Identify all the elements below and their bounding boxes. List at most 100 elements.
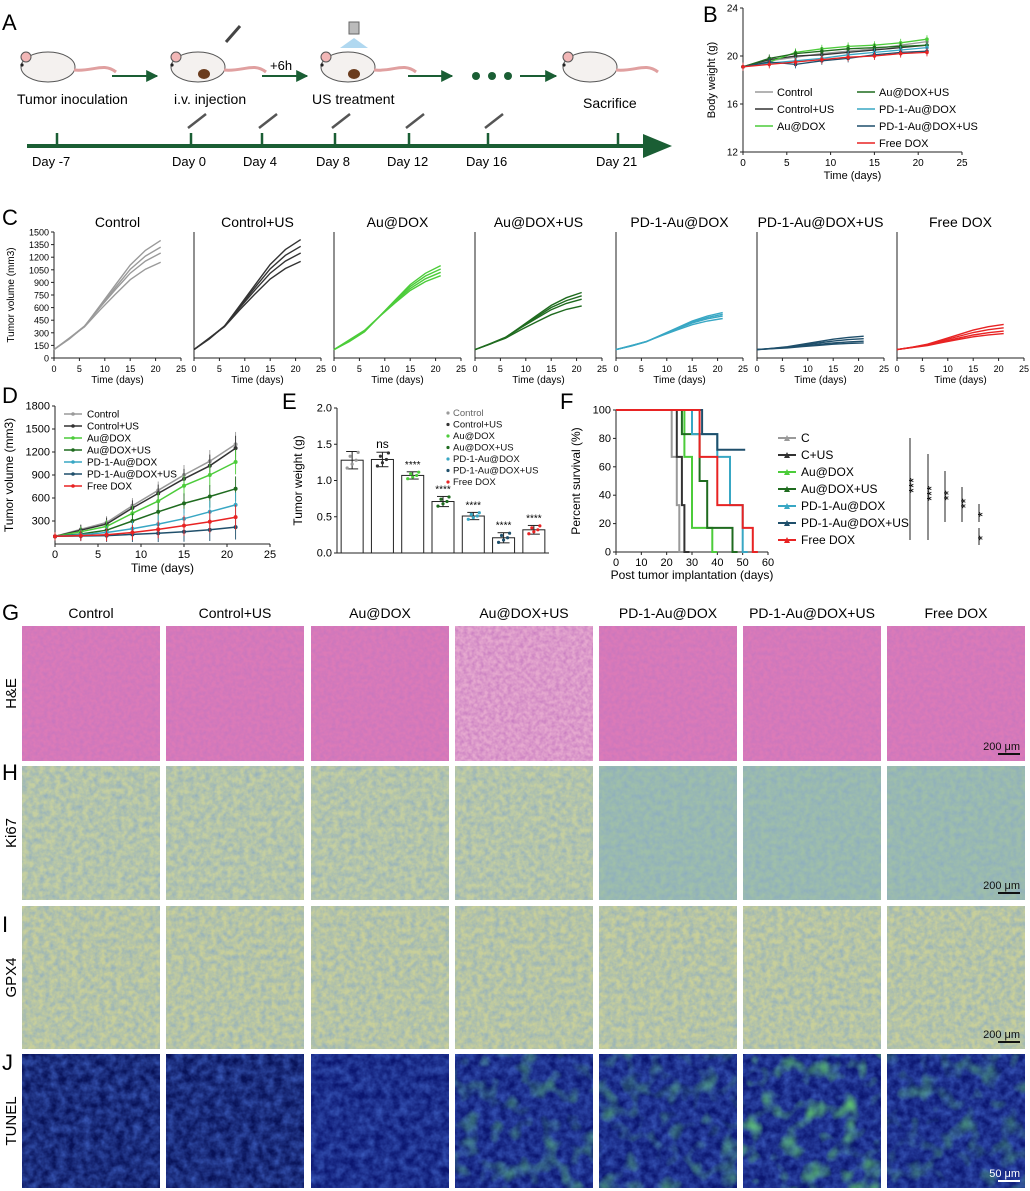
bar-4 [461,515,485,554]
panel-letter-b: B [703,2,718,27]
micrograph-he-6 [887,626,1025,761]
x-axis-label: Time (days) [231,375,283,386]
x-tick-label: 15 [178,549,190,561]
x-tick-label: 30 [686,557,698,569]
x-tick-label: 5 [639,364,644,374]
x-tick-label: 0 [472,364,477,374]
significance-label: ns [376,437,389,451]
mouse-icon-3 [320,21,417,83]
x-axis-label: Time (days) [824,170,882,182]
data-point [846,55,850,59]
x-tick-label: 20 [713,364,723,374]
x-tick-label: 50 [737,557,749,569]
legend-label: Au@DOX [453,431,496,442]
y-tick-label: 900 [34,278,49,288]
ellipsis-dots [472,72,512,80]
significance-label: * [975,535,990,540]
data-dot [380,461,385,465]
legend-label: Au@DOX+US [453,443,514,454]
x-tick-label: 20 [572,364,582,374]
x-tick-label: 5 [357,364,362,374]
series-line-2 [54,461,236,538]
x-tick-label: 10 [662,364,672,374]
legend-label: PD-1-Au@DOX+US [801,516,909,530]
micrograph-ki67-1 [166,766,304,900]
x-tick-label: 10 [521,364,531,374]
data-point [130,530,135,535]
bar-1 [370,458,394,554]
data-point [872,54,877,58]
micrograph-gpx4-4 [599,906,737,1049]
subplot-title: Free DOX [929,214,993,230]
legend-marker [784,537,790,543]
y-tick-label: 150 [34,341,49,351]
data-point [793,60,798,64]
individual-curve [756,342,864,351]
bar-0 [340,459,364,554]
micrograph-texture [455,766,593,900]
panel-letter-j: J [2,1050,13,1075]
micrograph-gpx4-6 [887,906,1025,1049]
survival-curve-0 [616,409,685,553]
x-tick-label: 20 [151,364,161,374]
data-point [207,519,212,524]
survival-curve-1 [616,409,690,553]
data-point [182,501,186,506]
micrograph-he-2 [311,626,449,761]
x-tick-label: 20 [661,557,673,569]
panel-letter-a: A [2,10,17,35]
panel-f-survival-chart: 0 10 20 30 40 50 60 0 20 40 60 80 100 Post tumor impl… [569,405,990,583]
legend-label: PD-1-Au@DOX [453,454,520,465]
legend-label: Control [777,87,812,99]
y-axis-label: Tumor volume (mm3) [6,247,17,342]
data-dot [445,499,449,504]
panel-letter-i: I [2,912,8,937]
individual-curve [53,252,162,351]
data-point [233,446,238,451]
y-tick-label: 1.5 [317,439,332,451]
y-tick-label: 20 [599,518,611,530]
data-dot [384,457,389,462]
y-tick-label: 1.0 [317,475,332,487]
legend-marker [71,436,75,440]
data-point [130,519,135,523]
micrograph-texture [455,626,593,761]
x-tick-label: 15 [968,364,978,374]
individual-curve [333,271,441,351]
y-tick-label: 2.0 [317,403,332,415]
legend-marker [784,469,790,475]
micrograph-texture [311,1054,449,1188]
column-title: Free DOX [924,605,988,621]
tunel-green-signal [599,1054,737,1188]
series-line-4 [54,504,236,538]
panel-letter-g: G [2,600,19,625]
legend-label: Au@DOX+US [879,87,949,99]
subplot-title: Au@DOX [367,214,429,230]
significance-label: **** [405,460,421,471]
micrograph-gpx4-1 [166,906,304,1049]
micrograph-ki67-0 [22,766,160,900]
subplot-5: 0 5 10 15 20 25 Time (days) PD-1-Au@DOX+US [754,214,889,386]
series-line-0 [54,443,237,538]
x-tick-label: 5 [95,549,101,561]
scale-bar-label: 200 μm [983,880,1020,892]
x-axis-label: Time (days) [794,375,846,386]
x-axis-label: Time (days) [934,375,986,386]
x-tick-label: 15 [405,364,415,374]
data-dot [356,450,360,454]
ultrasound-waves-icon [340,38,368,48]
day-label-5: Day 12 [387,154,428,169]
data-point [898,51,903,56]
survival-curve-5 [616,409,746,451]
micrograph-texture [455,906,593,1049]
data-point [104,532,109,537]
day-label-4: Day 8 [316,154,350,169]
scale-bar-label: 50 μm [989,1168,1020,1180]
subplot-title: PD-1-Au@DOX+US [758,214,884,230]
x-tick-label: 5 [780,364,785,374]
legend-label: Control [87,410,119,421]
legend-marker [446,434,450,438]
x-tick-label: 10 [803,364,813,374]
x-tick-label: 10 [135,549,147,561]
panel-letter-d: D [2,383,18,408]
